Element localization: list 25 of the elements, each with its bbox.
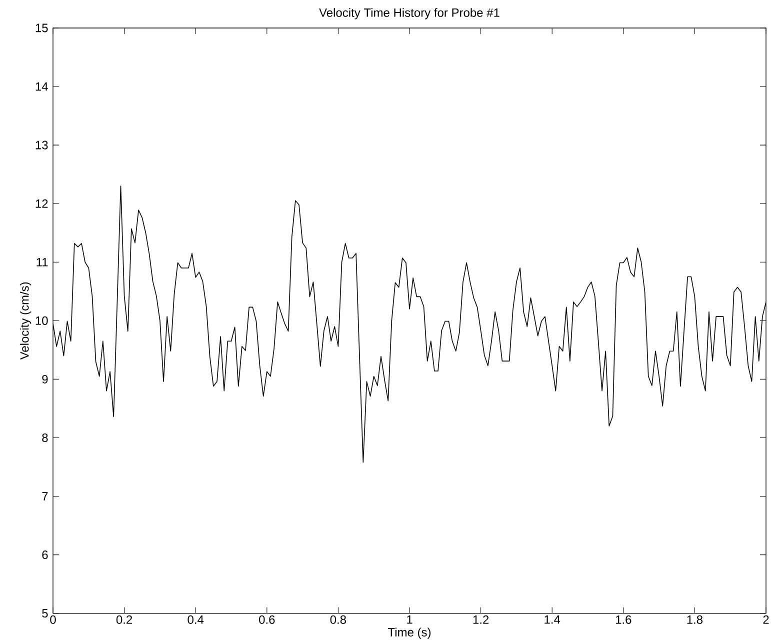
x-tick-label: 1: [407, 615, 412, 624]
x-tick-label: 1.2: [473, 615, 489, 624]
y-tick-label: 9: [42, 374, 48, 384]
y-tick-label: 7: [42, 492, 48, 500]
y-tick-label: 10: [36, 316, 48, 325]
x-tick-label: 0.6: [259, 615, 275, 624]
y-tick-label: 6: [42, 550, 48, 560]
y-tick-label: 5: [42, 609, 48, 618]
x-tick-label: 1.8: [687, 615, 703, 624]
y-tick-label: 14: [36, 82, 48, 91]
y-tick-label: 13: [36, 140, 48, 150]
y-tick-label: 8: [42, 433, 48, 442]
x-tick-label: 1.6: [616, 615, 632, 624]
y-axis-title: Velocity (cm/s): [20, 282, 32, 360]
x-tick-label: 0.2: [116, 615, 132, 624]
y-tick-label: 15: [36, 24, 48, 32]
chart-title: Velocity Time History for Probe #1: [319, 8, 500, 20]
x-tick-label: 1.4: [544, 615, 560, 624]
x-tick-label: 0: [50, 615, 56, 624]
y-tick-label: 11: [36, 258, 48, 266]
x-tick-label: 0.8: [330, 615, 346, 624]
y-tick-label: 12: [36, 199, 48, 208]
x-tick-label: 0.4: [188, 615, 204, 624]
x-axis-title: Time (s): [388, 628, 431, 639]
x-tick-label: 2: [763, 615, 769, 624]
